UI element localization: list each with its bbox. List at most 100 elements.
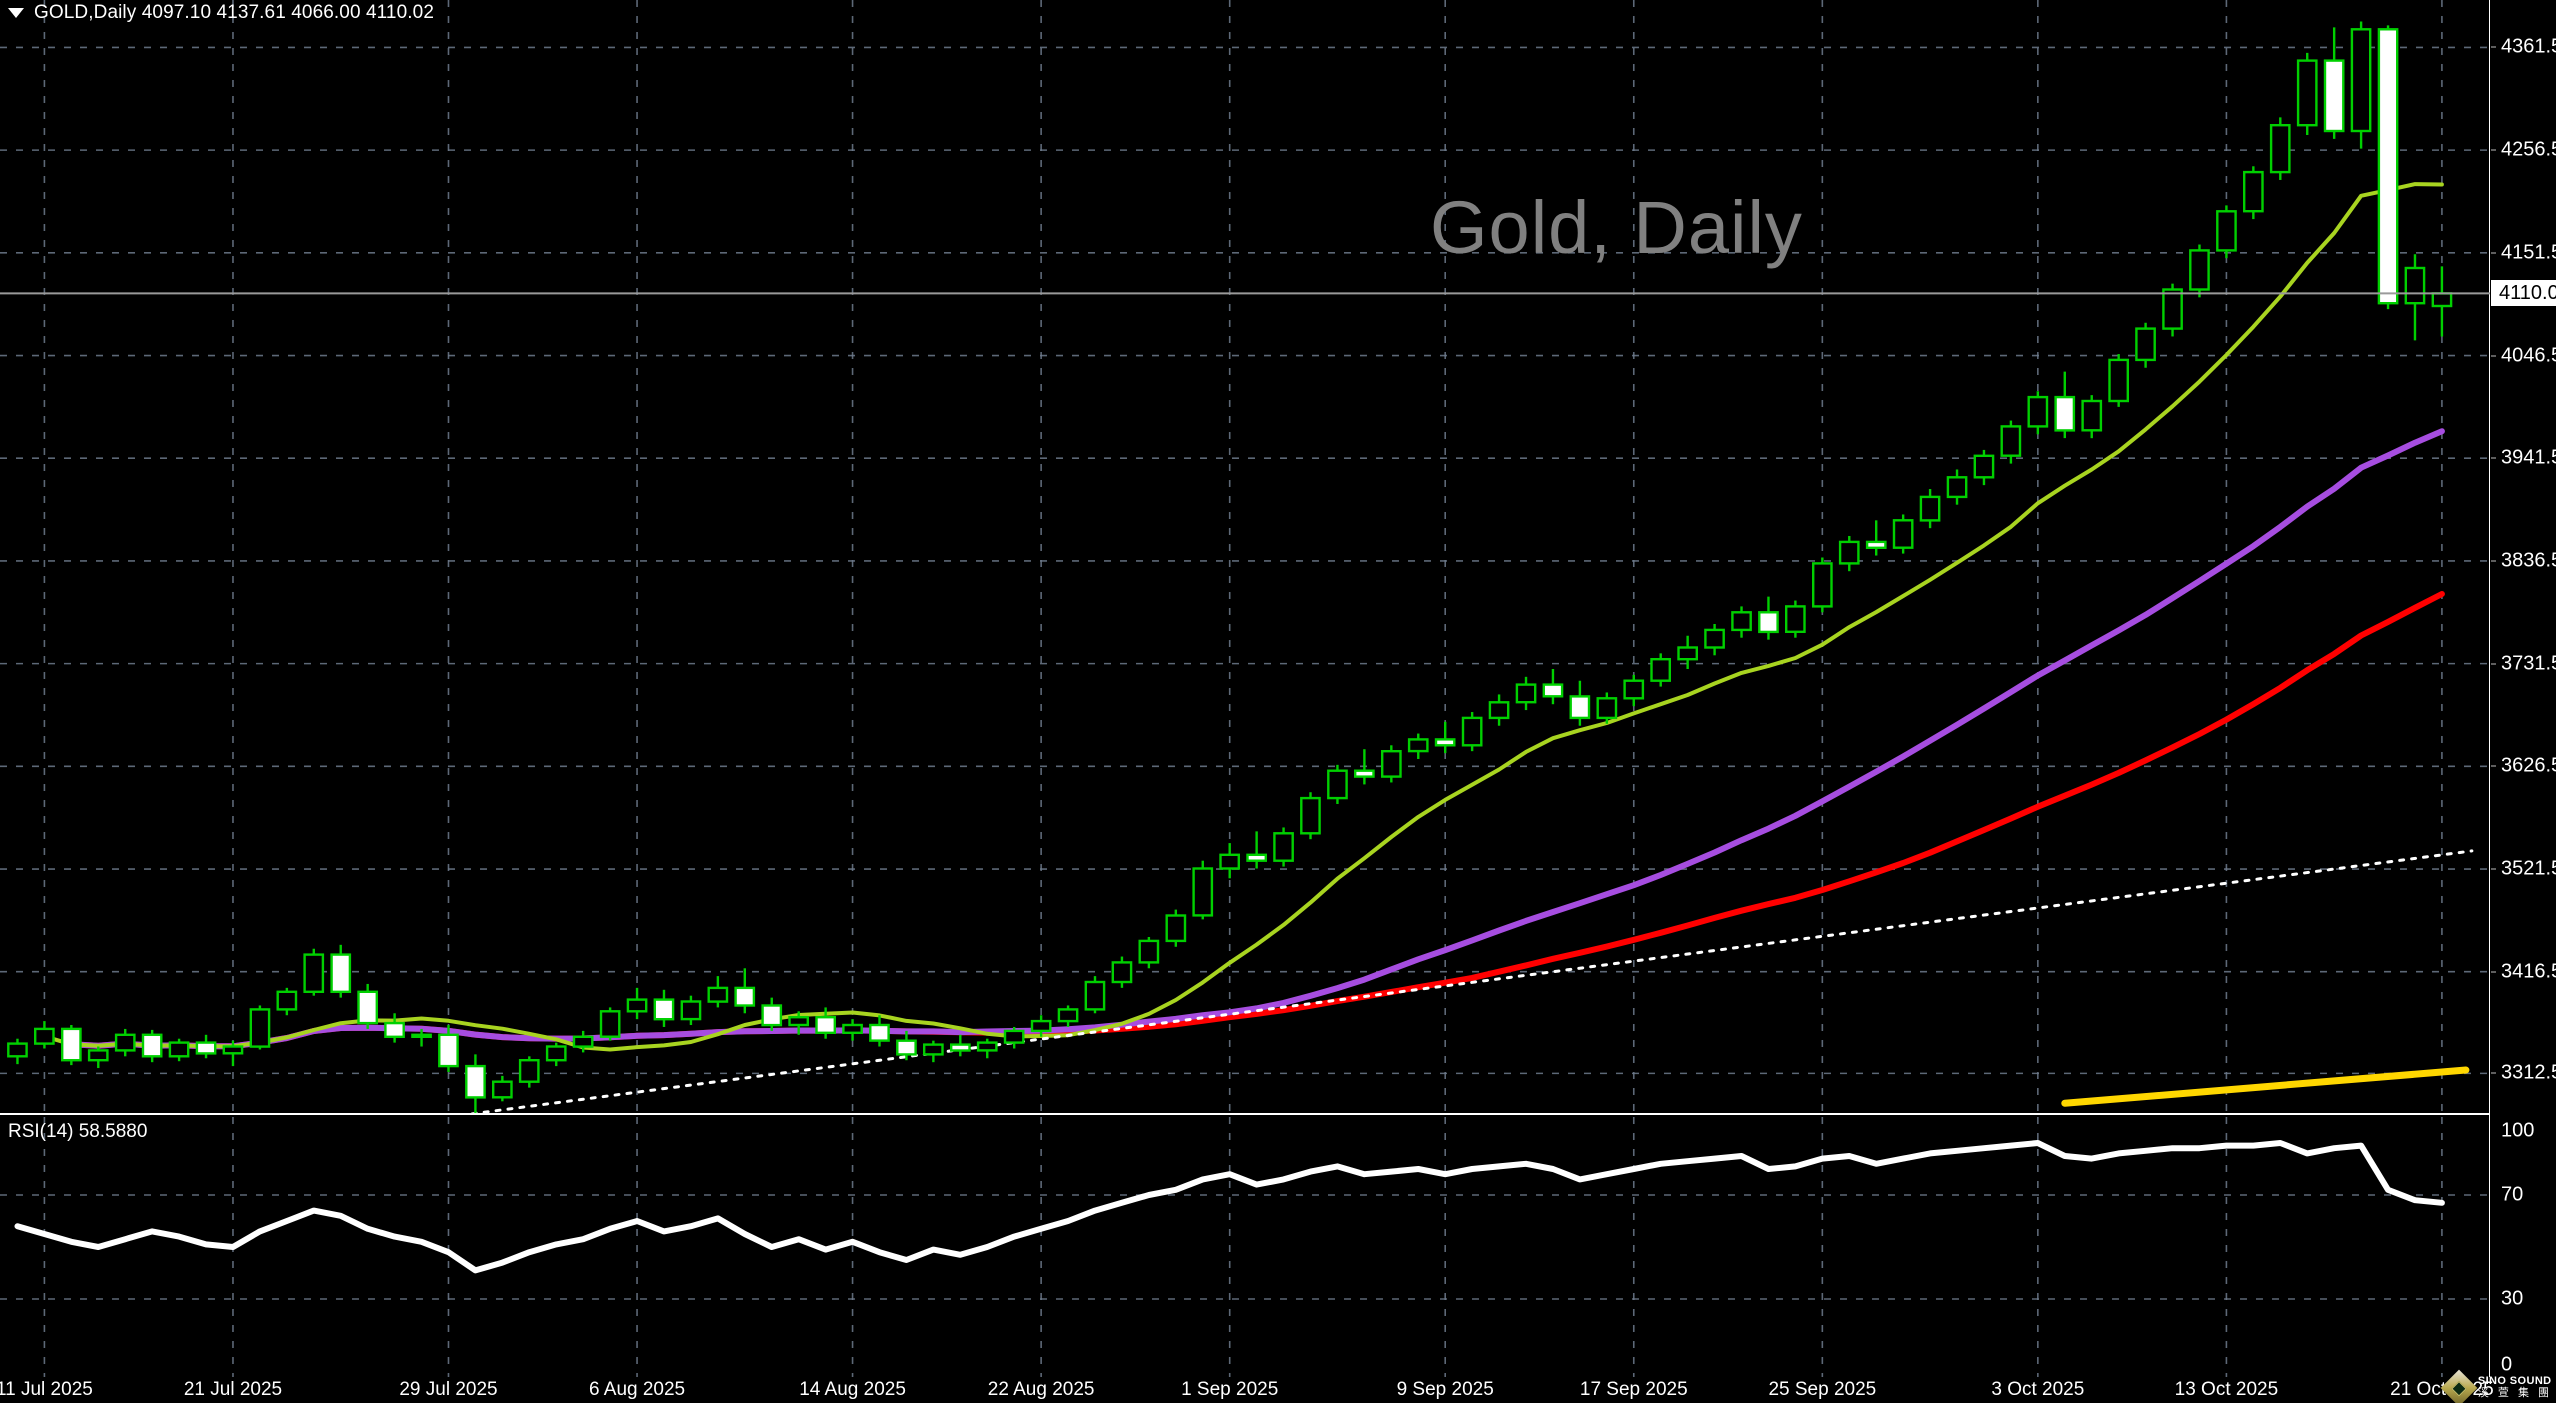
date-axis-label: 21 Jul 2025 (183, 1379, 283, 1400)
candlestick (1758, 596, 1779, 640)
date-axis[interactable]: 11 Jul 2025 21 Jul 2025 29 Jul 2025 6 Aug 2… (0, 1377, 2556, 1403)
candlestick (2242, 166, 2264, 220)
candle-body (114, 1033, 136, 1052)
candlestick (707, 976, 729, 1008)
candle-body (1300, 796, 1321, 835)
date-axis-label: 13 Oct 2025 (2174, 1379, 2279, 1400)
candle-body (34, 1027, 55, 1045)
candle-body (869, 1023, 890, 1042)
candlestick-series (7, 21, 2453, 1113)
candlestick (7, 1038, 28, 1065)
candle-body (2054, 395, 2076, 432)
candle-body (1596, 697, 1618, 720)
candle-body (1084, 980, 1106, 1011)
candle-body (1515, 683, 1537, 704)
candle-body (976, 1041, 998, 1052)
candle-body (2000, 425, 2022, 457)
candlestick (2269, 117, 2291, 180)
candle-body (761, 1004, 783, 1027)
current-price-tag: 4110.02 (2491, 280, 2556, 307)
candlestick (572, 1030, 594, 1053)
candlestick (788, 1011, 809, 1035)
candlestick (492, 1075, 513, 1102)
candle-body (707, 986, 729, 1003)
candlestick (2377, 25, 2399, 310)
candlestick (330, 944, 352, 998)
candle-body (1407, 738, 1429, 753)
price-pane[interactable]: Gold, Daily (0, 0, 2490, 1115)
candlestick (1623, 674, 1645, 707)
candle-body (788, 1016, 809, 1027)
candlestick (1569, 680, 1591, 726)
candle-body (303, 953, 325, 993)
ma-slow-line (68, 591, 2445, 1050)
candle-body (1650, 658, 1671, 682)
rsi-indicator-label: RSI(14) 58.5880 (8, 1121, 148, 1142)
candlestick (761, 997, 783, 1031)
price-axis-tick (2491, 252, 2496, 254)
candle-body (842, 1023, 863, 1035)
price-axis-label: 4256.50 (2501, 138, 2556, 161)
candle-body (2162, 288, 2183, 330)
brand-text: SINO SOUND 溪 萱 集 團 (2478, 1376, 2552, 1399)
candle-body (7, 1042, 28, 1058)
candlestick (1003, 1026, 1025, 1049)
candle-body (357, 990, 378, 1025)
candlestick (249, 1005, 271, 1050)
chart-header-bar: GOLD,Daily 4097.10 4137.61 4066.00 4110.… (0, 0, 2556, 26)
date-axis-label: 11 Jul 2025 (0, 1379, 93, 1400)
candlestick (438, 1025, 459, 1072)
rsi-axis[interactable]: 100 70 30 0 (2491, 1117, 2556, 1377)
candle-body (518, 1058, 540, 1083)
candle-body (1246, 853, 1267, 862)
candle-body (1973, 454, 1995, 479)
rsi-axis-label: 30 (2501, 1287, 2524, 1310)
candlestick (2054, 371, 2076, 439)
price-axis[interactable]: 4361.50 4256.50 4151.50 4046.50 3941.50 3836.… (2491, 0, 2556, 1115)
price-axis-tick (2491, 971, 2496, 973)
candle-body (1138, 939, 1160, 964)
candle-body (1434, 738, 1456, 747)
candlestick (1731, 606, 1752, 638)
candle-body (653, 998, 675, 1021)
price-axis-tick (2491, 355, 2496, 357)
candlestick (2162, 283, 2183, 337)
candlestick (222, 1040, 244, 1067)
candle-body (734, 986, 756, 1007)
candle-body (1865, 540, 1887, 550)
candle-body (2323, 59, 2345, 133)
candle-body (1919, 495, 1941, 522)
candle-body (141, 1033, 163, 1058)
candlestick (1434, 721, 1456, 754)
price-axis-tick (2491, 560, 2496, 562)
candle-body (1380, 750, 1402, 778)
candle-body (1677, 646, 1698, 661)
candle-body (2377, 28, 2399, 305)
candle-body (1784, 605, 1806, 634)
candlestick (2189, 244, 2210, 298)
ma-fast-line (42, 182, 2444, 1052)
candle-body (1488, 701, 1510, 720)
candle-body (87, 1049, 109, 1062)
rsi-pane[interactable] (0, 1117, 2490, 1377)
candle-body (815, 1016, 836, 1035)
price-axis-label: 4046.50 (2501, 344, 2556, 367)
candlestick (1300, 792, 1321, 840)
collapse-triangle-icon[interactable] (8, 8, 24, 18)
candlestick (276, 987, 298, 1016)
rsi-axis-label: 0 (2501, 1353, 2513, 1376)
candle-body (896, 1039, 917, 1056)
candle-body (2431, 292, 2453, 308)
candle-body (1219, 853, 1240, 870)
candlestick (1488, 694, 1510, 726)
chart-frame: Gold, Daily (0, 0, 2490, 1377)
price-grid (0, 0, 2490, 1113)
rsi-axis-label: 70 (2501, 1183, 2524, 1206)
candle-body (330, 953, 352, 993)
candlestick (2135, 322, 2156, 368)
candle-body (1569, 695, 1591, 720)
candlestick (1111, 956, 1133, 988)
candlestick (141, 1029, 163, 1063)
candle-body (2404, 266, 2426, 305)
